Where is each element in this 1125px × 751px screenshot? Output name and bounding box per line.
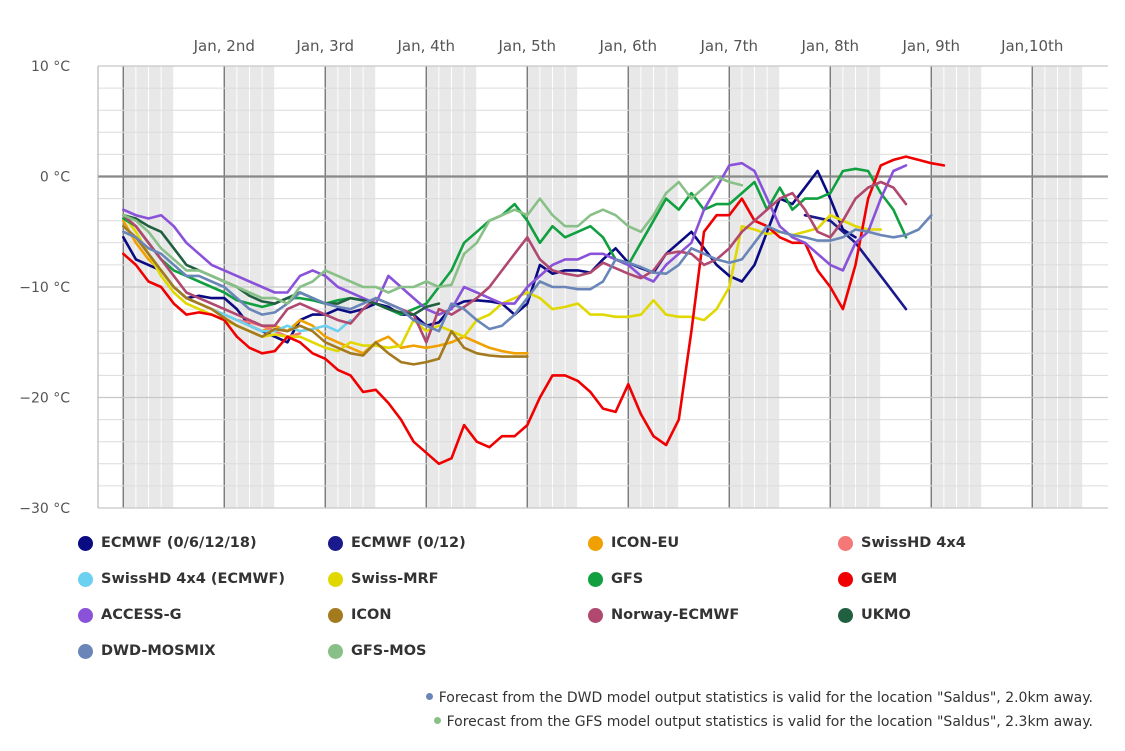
day-label: Jan, 3rd bbox=[295, 37, 354, 55]
legend-label: GFS bbox=[611, 571, 644, 587]
legend-item[interactable]: ECMWF (0/6/12/18) bbox=[78, 532, 257, 554]
temperature-chart: 10 °C0 °C−10 °C−20 °C−30 °C Jan, 2nd Jan,… bbox=[19, 37, 1109, 517]
legend-swatch bbox=[588, 607, 603, 623]
day-label: Jan, 4th bbox=[396, 37, 455, 55]
day-label: Jan, 9th bbox=[901, 37, 960, 55]
series-line-gfs bbox=[122, 167, 908, 316]
legend-label: SwissHD 4x4 (ECMWF) bbox=[101, 571, 285, 587]
legend-label: GEM bbox=[861, 571, 898, 587]
legend-label: ACCESS-G bbox=[101, 607, 182, 623]
dwd-note: Forecast from the DWD model output stati… bbox=[425, 686, 1093, 710]
legend-label: UKMO bbox=[861, 607, 911, 623]
legend-swatch bbox=[78, 535, 93, 551]
y-tick-label: −10 °C bbox=[19, 280, 70, 296]
y-tick-label: 0 °C bbox=[40, 170, 70, 186]
series-line-norway-ecmwf bbox=[122, 180, 908, 344]
legend-item[interactable]: ECMWF (0/12) bbox=[328, 532, 466, 554]
series-line-gem bbox=[122, 155, 946, 466]
series-line-dwd-mosmix bbox=[122, 213, 933, 333]
gfs-note-dot bbox=[433, 716, 441, 724]
legend-label: DWD-MOSMIX bbox=[101, 643, 216, 659]
legend-label: ECMWF (0/6/12/18) bbox=[101, 535, 257, 551]
day-label: Jan, 8th bbox=[800, 37, 859, 55]
series-line-access-g bbox=[122, 161, 908, 316]
y-tick-label: 10 °C bbox=[31, 59, 70, 75]
legend-label: Norway-ECMWF bbox=[611, 607, 740, 623]
day-label: Jan, 5th bbox=[497, 37, 556, 55]
legend-swatch bbox=[838, 535, 853, 551]
dwd-note-text: Forecast from the DWD model output stati… bbox=[438, 690, 1093, 706]
legend-swatch bbox=[838, 607, 853, 623]
legend-item[interactable]: GFS bbox=[588, 568, 643, 590]
legend-item[interactable]: ICON bbox=[328, 604, 392, 626]
legend-swatch bbox=[328, 535, 343, 551]
temperature-gridlines bbox=[97, 65, 1108, 509]
legend-swatch bbox=[588, 571, 603, 587]
legend-label: ICON-EU bbox=[611, 535, 680, 551]
legend-swatch bbox=[838, 571, 853, 587]
gfs-note: Forecast from the GFS model output stati… bbox=[426, 710, 1093, 734]
legend-swatch bbox=[328, 643, 343, 659]
day-label: Jan, 2nd bbox=[193, 37, 255, 55]
legend-item[interactable]: SwissHD 4x4 bbox=[838, 532, 966, 554]
legend-item[interactable]: GEM bbox=[838, 568, 897, 590]
legend-label: ICON bbox=[351, 607, 392, 623]
legend-label: ECMWF (0/12) bbox=[351, 535, 466, 551]
dwd-note-dot bbox=[425, 692, 433, 700]
day-label: Jan,10th bbox=[1000, 37, 1063, 55]
legend-item[interactable]: GFS-MOS bbox=[328, 640, 426, 662]
legend-item[interactable]: Swiss-MRF bbox=[328, 568, 439, 590]
y-axis-labels: 10 °C 0 °C −10 °C −20 °C −30 °C bbox=[19, 59, 70, 517]
legend-swatch bbox=[328, 571, 343, 587]
legend-item[interactable]: ACCESS-G bbox=[78, 604, 182, 626]
legend-swatch bbox=[78, 643, 93, 659]
legend-swatch bbox=[328, 607, 343, 623]
legend-item[interactable]: ICON-EU bbox=[588, 532, 679, 554]
legend-item[interactable]: Norway-ECMWF bbox=[588, 604, 739, 626]
legend-label: Swiss-MRF bbox=[351, 571, 439, 587]
series-line-gfs-mos bbox=[122, 175, 744, 305]
forecast-lines bbox=[122, 155, 946, 466]
y-tick-label: −20 °C bbox=[19, 391, 70, 407]
legend-swatch bbox=[78, 607, 93, 623]
y-tick-label: −30 °C bbox=[19, 501, 70, 517]
legend-item[interactable]: DWD-MOSMIX bbox=[78, 640, 216, 662]
legend-item[interactable]: SwissHD 4x4 (ECMWF) bbox=[78, 568, 285, 590]
footnotes: Forecast from the DWD model output stati… bbox=[425, 686, 1093, 734]
series-line-ecmwf-0-6-12-18- bbox=[122, 169, 857, 344]
day-label: Jan, 6th bbox=[598, 37, 657, 55]
day-label: Jan, 7th bbox=[699, 37, 758, 55]
x-axis-day-labels: Jan, 2nd Jan, 3rd Jan, 4th Jan, 5th Jan, 6th… bbox=[193, 37, 1064, 55]
legend-item[interactable]: UKMO bbox=[838, 604, 911, 626]
legend-label: SwissHD 4x4 bbox=[861, 535, 966, 551]
legend-swatch bbox=[78, 571, 93, 587]
legend-swatch bbox=[588, 535, 603, 551]
gfs-note-text: Forecast from the GFS model output stati… bbox=[446, 714, 1093, 730]
series-line-icon bbox=[122, 224, 529, 366]
legend-label: GFS-MOS bbox=[351, 643, 427, 659]
